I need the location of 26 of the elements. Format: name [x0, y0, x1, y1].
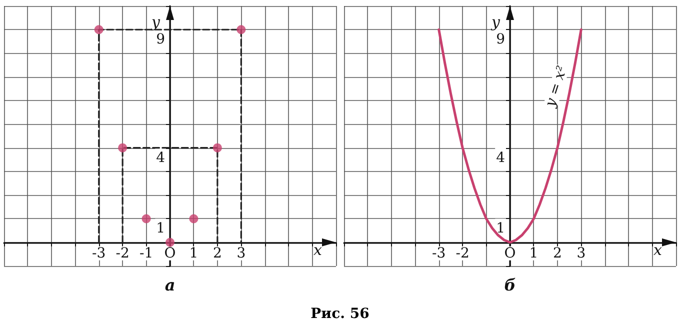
x-tick-label: -3 — [92, 245, 106, 262]
text: а — [164, 276, 176, 294]
y-tick-label: 4 — [496, 150, 506, 166]
y-tick-label: 9 — [496, 32, 505, 48]
annotation: y = x² — [542, 64, 571, 110]
x-tick-label: 3 — [576, 245, 586, 262]
x-tick-label: -1 — [139, 245, 154, 262]
x-tick-label: 2 — [552, 245, 562, 262]
x-axis-title: x — [654, 240, 663, 259]
x-tick-label: O — [164, 245, 176, 262]
y-tick-label: 1 — [496, 220, 505, 237]
y-tick-label: 4 — [156, 150, 166, 166]
x-tick-label: 1 — [529, 245, 538, 262]
x-tick-label: O — [504, 245, 516, 262]
x-tick-label: 3 — [236, 245, 246, 262]
x-tick-label: 2 — [212, 245, 222, 262]
x-axis-title: x — [314, 240, 323, 259]
text: Рис. 56 — [310, 306, 370, 322]
x-tick-label: -2 — [116, 245, 130, 262]
x-tick-label: 1 — [189, 245, 198, 262]
x-tick-label: -3 — [432, 245, 446, 262]
y-tick-label: 9 — [156, 32, 165, 48]
y-tick-label: 1 — [156, 220, 165, 237]
y-axis-title: y — [490, 13, 501, 32]
x-tick-label: -2 — [456, 245, 470, 262]
text: б — [504, 276, 516, 294]
